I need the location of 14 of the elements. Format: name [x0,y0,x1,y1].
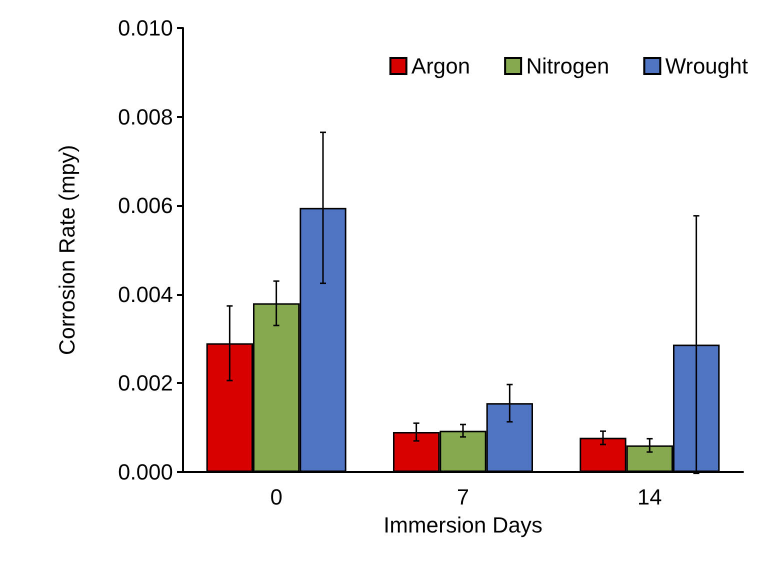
legend-label: Nitrogen [526,54,610,78]
y-tick-label: 0.002 [118,370,173,396]
x-axis-title: Immersion Days [384,512,542,538]
y-tick-label: 0.004 [118,282,173,307]
y-tick-label: 0.006 [118,193,173,218]
x-tick-label: 14 [637,484,662,510]
x-tick-label: 7 [456,484,470,510]
legend-label: Argon [411,54,470,78]
y-tick-label: 0.000 [118,460,173,484]
legend-label: Wrought [665,54,748,78]
x-tick-label: 0 [270,484,282,510]
y-tick-label: 0.008 [118,104,173,130]
y-tick-label: 0.010 [118,16,173,40]
y-axis-title: Corrosion Rate (mpy) [54,144,80,356]
